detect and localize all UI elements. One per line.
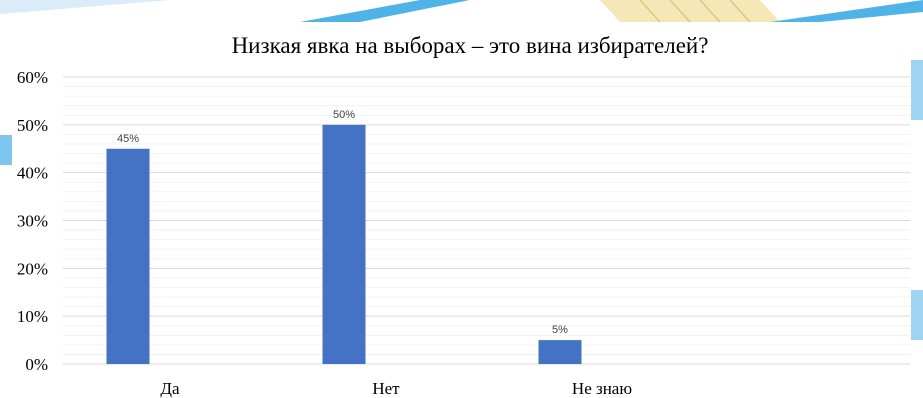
bar-2 (322, 124, 366, 364)
y-tick-label: 0% (25, 355, 48, 374)
y-tick-label: 20% (17, 259, 48, 278)
data-label: 5% (552, 324, 568, 336)
y-tick-label: 10% (17, 307, 48, 326)
gridlines (63, 76, 910, 365)
bars (106, 124, 582, 364)
y-tick-label: 50% (17, 116, 48, 135)
data-label: 50% (333, 109, 355, 121)
x-tick-label: Да (160, 379, 180, 398)
bar-1 (106, 148, 150, 364)
x-tick-label: Не знаю (572, 379, 632, 398)
y-tick-label: 60% (17, 68, 48, 87)
decor-blue-swoosh-right (770, 0, 923, 22)
bar-3 (538, 340, 582, 364)
decor-blue-swoosh-left (0, 0, 170, 14)
x-tick-label: Нет (372, 379, 400, 398)
decor-blue-swoosh-top (300, 0, 470, 22)
x-axis-tick-labels: Да Нет Не знаю (160, 379, 632, 398)
y-tick-label: 30% (17, 212, 48, 231)
y-tick-label: 40% (17, 164, 48, 183)
chart-title: Низкая явка на выборах – это вина избира… (232, 33, 709, 58)
y-axis-tick-labels: 0% 10% 20% 30% 40% 50% 60% (17, 68, 48, 374)
data-label: 45% (117, 133, 139, 145)
data-labels: 45% 50% 5% (117, 109, 568, 336)
